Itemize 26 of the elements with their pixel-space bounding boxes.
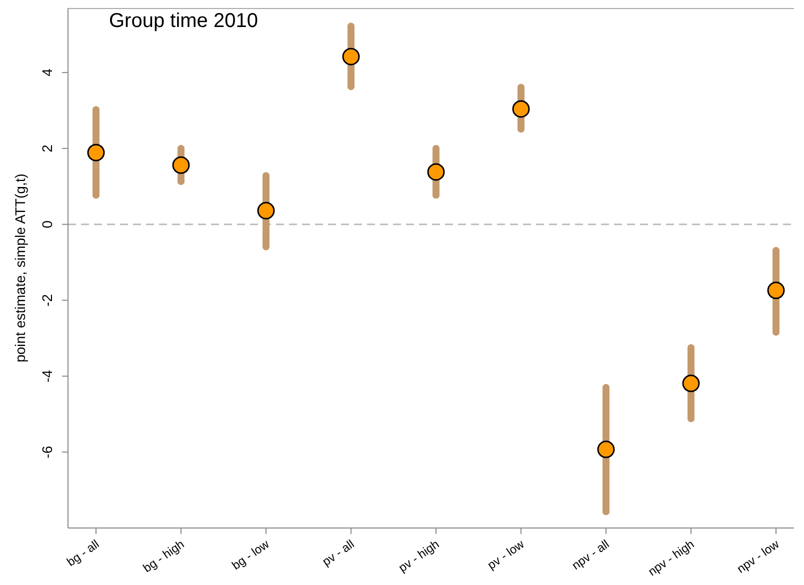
point: [172, 156, 190, 174]
x-tick-label: pv - low: [484, 536, 527, 572]
y-tick-label: 2: [39, 144, 55, 152]
y-axis-title: point estimate, simple ATT(g,t): [11, 174, 29, 362]
point: [257, 202, 275, 220]
x-tick-label: npv - low: [734, 536, 782, 576]
point: [87, 144, 105, 162]
point: [682, 374, 700, 392]
x-tick-label: pv - high: [396, 536, 442, 575]
x-tick-label: bg - low: [229, 536, 272, 573]
point: [427, 163, 445, 181]
x-tick-label: bg - all: [64, 536, 102, 570]
y-tick-label: -6: [39, 446, 55, 458]
y-tick-label: 0: [39, 220, 55, 228]
y-tick-label: -2: [39, 294, 55, 306]
x-tick-label: npv - high: [646, 536, 697, 579]
chart-title: Group time 2010: [109, 10, 258, 33]
point: [767, 282, 785, 300]
y-tick-label: 4: [39, 68, 55, 76]
point: [597, 440, 615, 458]
y-tick-label: -4: [39, 370, 55, 382]
x-tick-label: npv - all: [569, 536, 612, 573]
point: [512, 100, 530, 118]
x-tick-label: bg - high: [140, 536, 187, 576]
x-tick-label: pv - all: [320, 536, 357, 569]
point: [342, 48, 360, 66]
